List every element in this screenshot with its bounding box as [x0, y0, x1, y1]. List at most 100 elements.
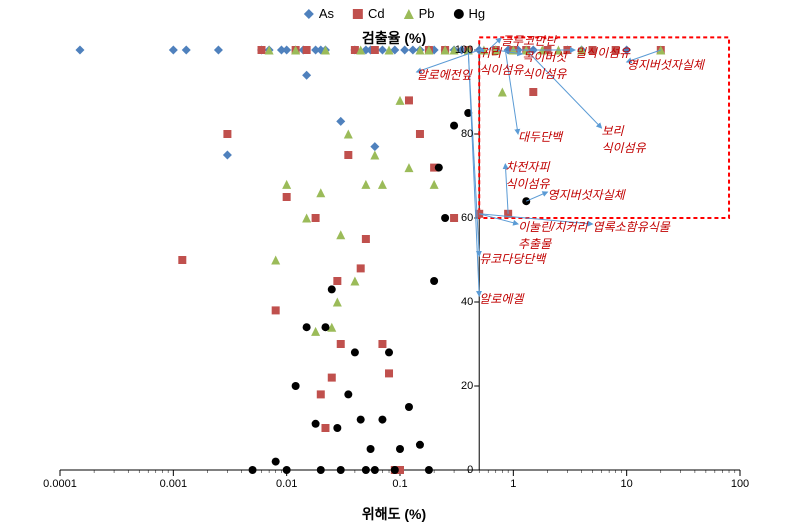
yaxis-tick-label: 40 [451, 296, 473, 308]
chart-container: As Cd Pb Hg 검출율 (%) 위해도 (%) 0.0001 0.001 0.01… [0, 0, 788, 532]
data-point-hg [333, 424, 341, 432]
data-point-hg [367, 445, 375, 453]
xaxis-tick-label: 1 [510, 478, 516, 490]
data-point-cd [344, 151, 352, 159]
annotation-label: 영지버섯자실체 [547, 186, 624, 203]
data-point-cd [529, 88, 537, 96]
annotation-label: 엽록소함유식물 [593, 218, 670, 235]
data-point-pb [370, 151, 379, 160]
yaxis-tick-label: 80 [451, 128, 473, 140]
data-point-hg [321, 323, 329, 331]
data-point-cd [357, 264, 365, 272]
data-point-cd [283, 193, 291, 201]
data-point-as [169, 46, 178, 55]
data-point-pb [333, 298, 342, 307]
data-point-cd [371, 46, 379, 54]
legend-item-hg: Hg [453, 6, 486, 21]
data-point-as [302, 71, 311, 80]
xaxis-tick-label: 0.0001 [43, 478, 77, 490]
annotation-label: 알로에겔 [479, 290, 523, 307]
legend-label: Cd [368, 6, 385, 21]
annotation-label: 목이버섯식이섬유 [522, 48, 566, 82]
data-point-cd [272, 306, 280, 314]
data-point-hg [435, 164, 443, 172]
chart-legend: As Cd Pb Hg [303, 6, 485, 21]
data-point-pb [498, 88, 507, 97]
xaxis-tick-label: 0.001 [160, 478, 188, 490]
data-point-pb [404, 163, 413, 172]
annotation-label: 차전자피식이섬유 [505, 158, 549, 192]
data-point-hg [391, 466, 399, 474]
legend-item-cd: Cd [352, 6, 385, 21]
data-point-hg [441, 214, 449, 222]
data-point-cd [321, 424, 329, 432]
data-point-hg [292, 382, 300, 390]
annotation-label: 보리식이섬유 [602, 122, 646, 156]
data-point-pb [282, 180, 291, 189]
data-point-hg [357, 416, 365, 424]
annotation-label: 귀리식이섬유 [479, 44, 523, 78]
data-point-as [223, 151, 232, 160]
data-point-hg [272, 458, 280, 466]
data-point-cd [312, 214, 320, 222]
data-point-hg [385, 348, 393, 356]
data-point-hg [430, 277, 438, 285]
data-point-cd [385, 369, 393, 377]
legend-label: As [319, 6, 334, 21]
data-point-hg [371, 466, 379, 474]
data-point-hg [405, 403, 413, 411]
data-point-hg [362, 466, 370, 474]
data-point-hg [337, 466, 345, 474]
data-point-pb [311, 327, 320, 336]
data-point-pb [316, 188, 325, 197]
legend-item-pb: Pb [403, 6, 435, 21]
data-point-hg [425, 466, 433, 474]
plot-svg [60, 50, 740, 470]
data-point-as [214, 46, 223, 55]
yaxis-tick-label: 100 [451, 44, 473, 56]
xaxis-tick-label: 0.1 [392, 478, 407, 490]
data-point-hg [312, 420, 320, 428]
data-point-cd [223, 130, 231, 138]
data-point-as [282, 46, 291, 55]
data-point-pb [396, 96, 405, 105]
data-point-as [370, 142, 379, 151]
legend-label: Pb [419, 6, 435, 21]
data-point-as [182, 46, 191, 55]
xaxis-label: 위해도 (%) [362, 504, 426, 524]
data-point-cd [405, 96, 413, 104]
data-point-hg [303, 323, 311, 331]
data-point-as [336, 117, 345, 126]
data-point-pb [271, 256, 280, 265]
data-point-hg [317, 466, 325, 474]
data-point-pb [350, 277, 359, 286]
data-point-cd [317, 390, 325, 398]
annotation-label: 영지버섯자실체 [627, 56, 704, 73]
xaxis-tick-label: 0.01 [276, 478, 297, 490]
data-point-pb [430, 180, 439, 189]
data-point-hg [351, 348, 359, 356]
data-point-pb [344, 130, 353, 139]
data-point-pb [302, 214, 311, 223]
data-point-cd [178, 256, 186, 264]
data-point-hg [416, 441, 424, 449]
yaxis-tick-label: 20 [451, 380, 473, 392]
data-point-cd [328, 374, 336, 382]
legend-label: Hg [469, 6, 486, 21]
legend-item-as: As [303, 6, 334, 21]
xaxis-tick-label: 10 [621, 478, 633, 490]
data-point-pb [336, 230, 345, 239]
data-point-cd [333, 277, 341, 285]
yaxis-tick-label: 0 [451, 464, 473, 476]
yaxis-label: 검출율 (%) [362, 28, 426, 48]
yaxis-tick-label: 60 [451, 212, 473, 224]
data-point-cd [416, 130, 424, 138]
data-point-cd [258, 46, 266, 54]
data-point-cd [362, 235, 370, 243]
annotation-label: 이눌린/치커리추출물 [518, 218, 588, 252]
data-point-hg [249, 466, 257, 474]
data-point-hg [396, 445, 404, 453]
data-point-as [75, 46, 84, 55]
annotation-label: 알로에전잎 [417, 66, 472, 83]
data-point-cd [337, 340, 345, 348]
